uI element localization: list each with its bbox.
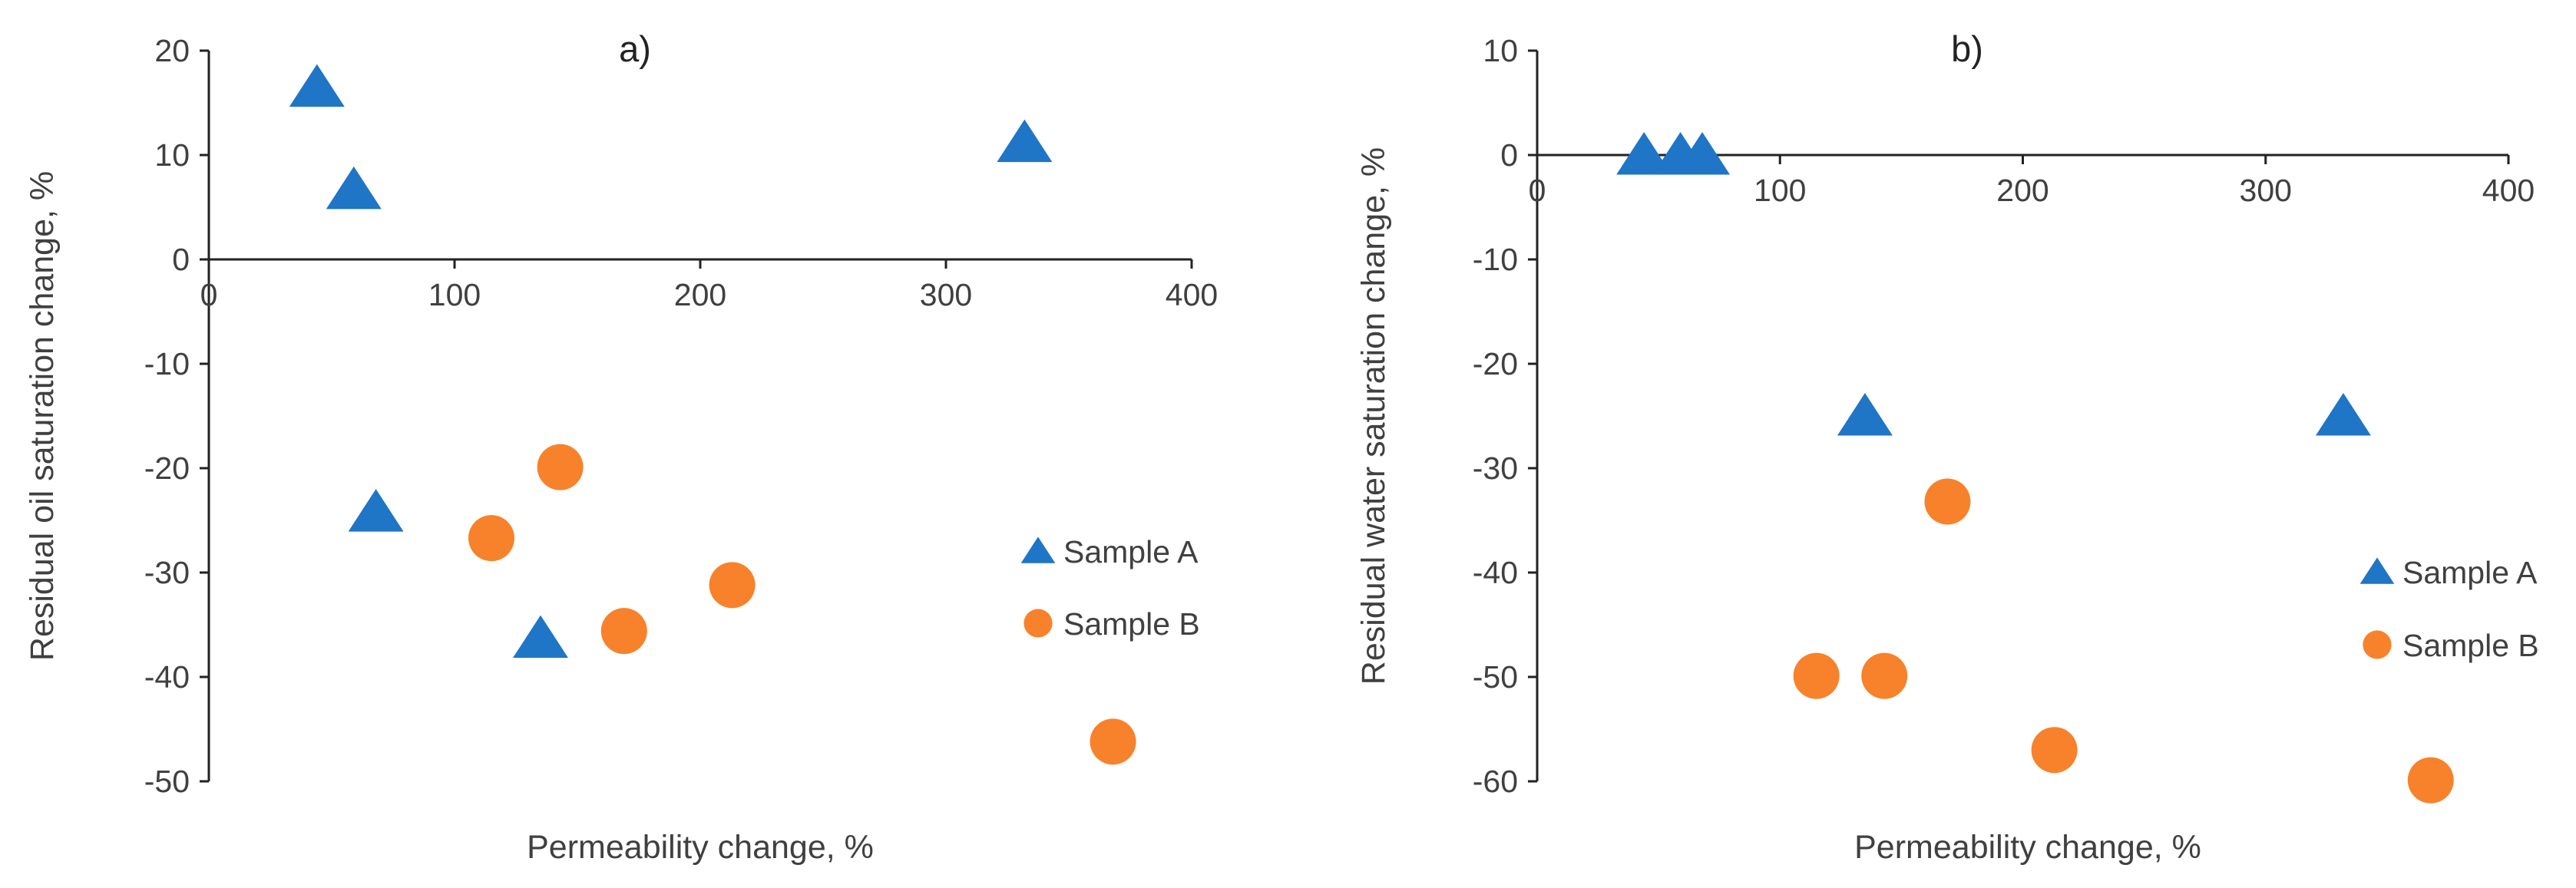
- panel-label: b): [1951, 28, 1983, 69]
- legend-label-sample-a: Sample A: [2402, 555, 2538, 590]
- y-axis-title: Residual water saturation change, %: [1355, 147, 1392, 685]
- data-point-sample-b: [468, 515, 514, 562]
- data-point-sample-b: [600, 608, 647, 655]
- x-tick-label: 300: [2240, 173, 2292, 208]
- data-point-sample-a: [2315, 393, 2371, 436]
- x-tick-label: 300: [920, 277, 972, 312]
- x-tick-label: 400: [1166, 277, 1218, 312]
- legend-label-sample-b: Sample B: [2402, 628, 2539, 663]
- y-tick-label: -40: [144, 659, 190, 695]
- y-tick-label: 0: [172, 242, 190, 277]
- x-tick-label: 400: [2482, 173, 2535, 208]
- y-tick-label: -10: [1473, 242, 1518, 277]
- data-point-sample-b: [1793, 652, 1840, 699]
- x-tick-label: 0: [200, 277, 218, 312]
- y-tick-label: -30: [144, 555, 190, 590]
- data-point-sample-b: [1861, 652, 1908, 699]
- x-tick-label: 0: [1529, 173, 1546, 208]
- data-point-sample-a: [326, 166, 382, 210]
- data-point-sample-b: [2031, 727, 2078, 774]
- y-tick-label: 0: [1500, 137, 1518, 173]
- x-tick-label: 200: [674, 277, 726, 312]
- x-tick-label: 100: [428, 277, 481, 312]
- chart-panel-b: 100-10-20-30-40-50-600 100 200 300 400b)Perm…: [1355, 28, 2539, 866]
- x-tick-label: 100: [1754, 173, 1806, 208]
- legend-marker-sample-a: [1020, 536, 1056, 563]
- y-tick-label: -40: [1473, 555, 1518, 590]
- x-axis-title: Permeability change, %: [527, 829, 874, 866]
- data-point-sample-a: [348, 489, 404, 532]
- data-point-sample-b: [537, 444, 584, 490]
- y-tick-label: -60: [1473, 764, 1518, 799]
- y-tick-label: 10: [154, 137, 190, 173]
- x-tick-label: 200: [1996, 173, 2049, 208]
- data-point-sample-a: [513, 615, 568, 659]
- legend-marker-sample-a: [2359, 557, 2395, 584]
- data-point-sample-b: [2407, 757, 2454, 804]
- data-point-sample-b: [1924, 478, 1971, 525]
- data-point-sample-a: [1675, 132, 1731, 175]
- legend-label-sample-b: Sample B: [1063, 606, 1200, 642]
- x-axis-title: Permeability change, %: [1854, 829, 2201, 866]
- y-axis-title: Residual oil saturation change, %: [24, 171, 61, 661]
- data-point-sample-b: [709, 562, 756, 609]
- data-point-sample-a: [1616, 132, 1672, 175]
- y-tick-label: -50: [1473, 659, 1518, 695]
- data-point-sample-a: [997, 119, 1053, 163]
- y-tick-label: -50: [144, 764, 190, 799]
- data-point-sample-a: [1837, 393, 1893, 436]
- y-tick-label: 20: [154, 33, 190, 68]
- legend-marker-sample-b: [1023, 609, 1053, 638]
- y-tick-label: -20: [144, 451, 190, 486]
- data-point-sample-b: [1090, 718, 1136, 765]
- data-point-sample-a: [289, 64, 345, 107]
- y-tick-label: -10: [144, 346, 190, 381]
- y-tick-label: 10: [1483, 33, 1518, 68]
- panel-label: a): [619, 28, 651, 69]
- legend-marker-sample-b: [2363, 630, 2392, 659]
- legend-label-sample-a: Sample A: [1063, 534, 1199, 569]
- y-tick-label: -20: [1473, 346, 1518, 381]
- y-tick-label: -30: [1473, 451, 1518, 486]
